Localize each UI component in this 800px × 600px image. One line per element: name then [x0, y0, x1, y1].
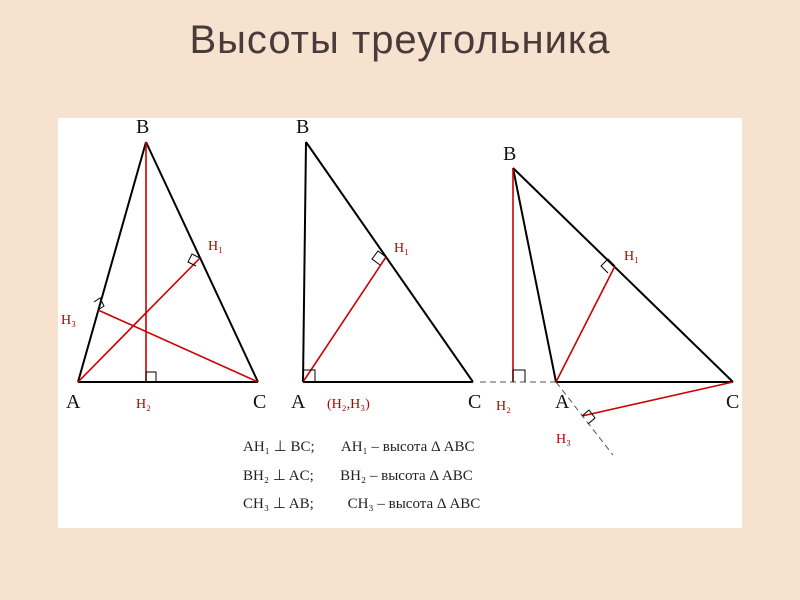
svg-text:B: B — [503, 143, 516, 165]
svg-text:C: C — [253, 391, 266, 413]
legend-perp-1: AH₁ ⊥ BC; — [243, 439, 315, 455]
svg-text:C: C — [468, 391, 481, 413]
svg-text:H₁: H₁ — [624, 249, 639, 264]
legend-row-1: AH₁ ⊥ BC; АН₁ – высота Δ АВС — [243, 433, 480, 462]
svg-text:H₂: H₂ — [496, 399, 511, 414]
legend-perp-2: BH₂ ⊥ AC; — [243, 468, 314, 484]
svg-text:C: C — [726, 391, 739, 413]
svg-text:H₁: H₁ — [394, 241, 409, 256]
svg-text:B: B — [136, 118, 149, 138]
legend-alt-1: АН₁ – высота Δ АВС — [341, 439, 475, 455]
svg-text:A: A — [66, 391, 81, 413]
legend-block: AH₁ ⊥ BC; АН₁ – высота Δ АВС BH₂ ⊥ AC; В… — [243, 433, 480, 519]
svg-text:A: A — [291, 391, 306, 413]
svg-text:H₃: H₃ — [61, 313, 76, 328]
legend-alt-3: СН₃ – высота Δ АВС — [348, 496, 481, 512]
legend-row-3: CH₃ ⊥ AB; СН₃ – высота Δ АВС — [243, 490, 480, 519]
svg-text:B: B — [296, 118, 309, 138]
diagram-panel: A B C H₁ H₂ H₃ A B C H₁ (H₂,H₃) A B C H₁ H₂ H₃ AH₁ ⊥ BC;… — [58, 118, 742, 528]
svg-text:H₂: H₂ — [136, 397, 151, 412]
svg-text:H₁: H₁ — [208, 239, 223, 254]
svg-text:A: A — [555, 391, 570, 413]
legend-alt-2: ВН₂ – высота Δ АВС — [340, 468, 473, 484]
svg-text:H₃: H₃ — [556, 432, 571, 447]
svg-text:(H₂,H₃): (H₂,H₃) — [327, 397, 370, 412]
legend-row-2: BH₂ ⊥ AC; ВН₂ – высота Δ АВС — [243, 462, 480, 491]
page-title: Высоты треугольника — [0, 0, 800, 63]
legend-perp-3: CH₃ ⊥ AB; — [243, 496, 314, 512]
